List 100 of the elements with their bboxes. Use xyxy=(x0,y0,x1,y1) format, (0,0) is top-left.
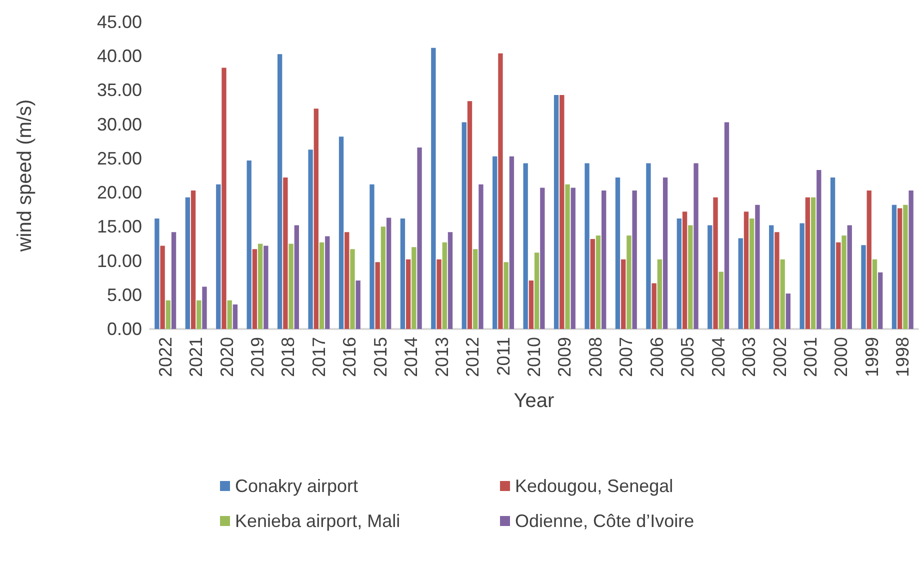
y-tick-label: 0.00 xyxy=(106,319,142,339)
bar xyxy=(872,259,878,329)
bar xyxy=(898,208,902,329)
bar xyxy=(769,225,774,329)
bar xyxy=(246,160,252,329)
y-tick-label: 5.00 xyxy=(106,284,142,305)
bar xyxy=(560,95,564,329)
y-tick-label: 45.00 xyxy=(96,12,142,32)
x-tick-label: 2016 xyxy=(340,337,360,378)
bar xyxy=(903,204,908,329)
bar xyxy=(682,212,688,329)
bar xyxy=(621,259,626,329)
bar xyxy=(467,101,472,329)
bar xyxy=(185,197,190,329)
bar xyxy=(462,122,466,329)
bar xyxy=(252,249,258,329)
bar xyxy=(154,218,160,329)
bar xyxy=(565,184,570,329)
bar xyxy=(325,236,330,329)
bar xyxy=(196,300,202,329)
bar xyxy=(842,236,846,329)
legend-label: Conakry airport xyxy=(235,476,358,496)
x-tick-label: 2021 xyxy=(186,337,206,378)
bar xyxy=(626,236,632,329)
bar xyxy=(216,184,221,329)
bar xyxy=(386,218,392,329)
bar xyxy=(222,68,226,329)
bar xyxy=(596,236,601,329)
bar xyxy=(406,259,411,329)
bar xyxy=(350,249,355,329)
bar xyxy=(412,247,416,329)
bar xyxy=(688,225,693,329)
x-tick-label: 2005 xyxy=(678,337,698,378)
bar xyxy=(786,294,791,329)
bar xyxy=(738,238,743,329)
bar xyxy=(750,218,754,329)
bar xyxy=(570,188,576,329)
y-tick-label: 35.00 xyxy=(96,80,142,100)
y-tick-label: 25.00 xyxy=(96,148,142,168)
bar xyxy=(431,48,436,329)
bar xyxy=(478,184,484,329)
bar xyxy=(646,163,651,329)
bar xyxy=(780,259,785,329)
bar xyxy=(442,242,447,329)
bar xyxy=(288,244,294,329)
bar xyxy=(356,280,360,329)
bar xyxy=(258,244,263,329)
x-tick-label: 1999 xyxy=(862,337,882,378)
bar xyxy=(492,156,498,329)
bar xyxy=(277,54,282,329)
x-tick-label: 2019 xyxy=(248,337,268,378)
bar xyxy=(232,304,238,329)
x-tick-label: 2015 xyxy=(370,337,390,378)
x-tick-label: 2000 xyxy=(831,337,852,378)
bar xyxy=(283,178,288,329)
bar xyxy=(227,300,232,329)
x-tick-label: 2002 xyxy=(770,337,790,378)
bar xyxy=(878,272,883,329)
bar xyxy=(534,252,540,329)
bar xyxy=(676,218,682,329)
bar xyxy=(540,188,545,329)
bar xyxy=(847,225,852,329)
y-tick-label: 30.00 xyxy=(96,114,142,134)
bar xyxy=(308,150,313,329)
bar xyxy=(744,212,749,329)
bar xyxy=(504,262,508,329)
y-axis-title: wind speed (m/s) xyxy=(14,99,36,253)
x-tick-label: 2004 xyxy=(708,337,728,378)
y-tick-label: 40.00 xyxy=(96,46,142,66)
y-tick-label: 15.00 xyxy=(96,216,142,237)
bar xyxy=(713,197,718,329)
bar xyxy=(892,204,897,329)
bar xyxy=(810,197,816,329)
bar xyxy=(718,272,724,329)
x-tick-label: 2013 xyxy=(432,337,452,378)
x-tick-label: 2017 xyxy=(308,337,329,378)
legend-label: Odienne, Côte d’Ivoire xyxy=(515,511,694,531)
bar xyxy=(294,225,299,329)
bar xyxy=(694,163,698,329)
bar xyxy=(584,163,590,329)
bar xyxy=(657,259,662,329)
bar xyxy=(836,242,841,329)
bar xyxy=(528,280,534,329)
bar xyxy=(554,95,559,329)
bar xyxy=(338,136,344,329)
bar xyxy=(344,232,350,329)
bar xyxy=(202,286,207,329)
x-tick-label: 1998 xyxy=(892,337,913,378)
x-axis-title: Year xyxy=(514,390,555,412)
bar xyxy=(160,246,165,329)
bar xyxy=(590,238,595,329)
bar xyxy=(166,300,170,329)
bar xyxy=(319,242,324,329)
bar xyxy=(509,156,514,329)
bar xyxy=(724,122,730,329)
x-tick-label: 2011 xyxy=(493,337,514,376)
bar xyxy=(774,232,780,329)
x-tick-label: 2014 xyxy=(401,337,422,378)
bar xyxy=(436,259,442,329)
bar xyxy=(264,246,268,329)
